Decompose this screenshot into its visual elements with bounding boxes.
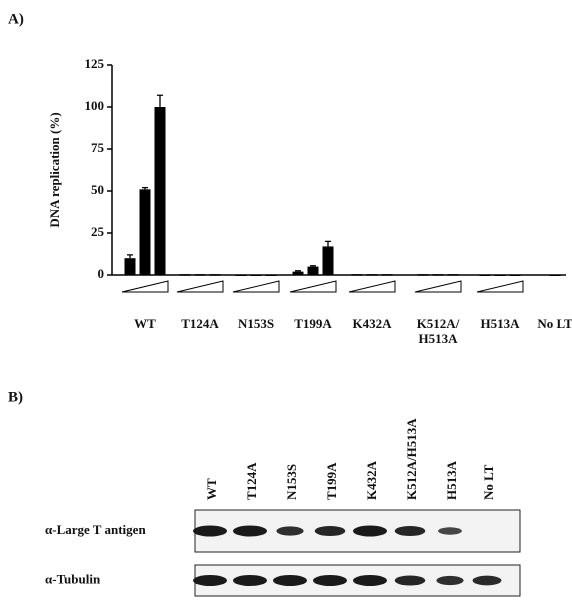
- band: [193, 525, 227, 537]
- y-tick-label: 50: [91, 182, 104, 197]
- dose-triangle: [348, 280, 396, 293]
- y-tick-label: 75: [91, 140, 105, 155]
- lane-label: K512A/H513A: [404, 418, 419, 500]
- y-tick-label: 0: [98, 266, 105, 281]
- bar: [124, 258, 136, 275]
- bar: [154, 107, 166, 275]
- x-tick-label: WT: [134, 316, 156, 331]
- panel-label: B): [8, 389, 23, 405]
- band: [394, 575, 426, 586]
- x-tick-label: T124A: [181, 316, 219, 331]
- lane-label: H513A: [444, 460, 459, 500]
- x-tick-label: No LT: [537, 316, 572, 331]
- bar: [250, 274, 262, 276]
- y-tick-label: 25: [91, 224, 105, 239]
- band: [353, 575, 387, 586]
- bar: [139, 189, 151, 275]
- band: [313, 575, 347, 586]
- error-bar: [310, 265, 316, 267]
- error-bar: [127, 254, 133, 259]
- band: [436, 575, 464, 586]
- bar: [494, 274, 506, 276]
- error-bar: [295, 270, 301, 272]
- band: [472, 575, 502, 586]
- lane-label: No LT: [481, 464, 496, 500]
- dose-triangle: [414, 280, 462, 293]
- row-label: α-Tubulin: [45, 571, 101, 586]
- bar: [194, 274, 206, 276]
- x-tick-label: H513A: [419, 331, 459, 346]
- bar: [307, 266, 319, 275]
- y-tick-label: 100: [85, 98, 105, 113]
- bar: [447, 274, 459, 276]
- x-tick-label: K512A/: [417, 316, 460, 331]
- bar: [549, 274, 561, 276]
- row-label: α-Large T antigen: [45, 522, 146, 537]
- dose-triangle: [476, 280, 524, 293]
- bar: [381, 274, 393, 276]
- error-bar: [325, 240, 331, 247]
- panel-label: A): [8, 11, 24, 27]
- band: [233, 575, 267, 586]
- bar: [235, 274, 247, 276]
- lane-label: T199A: [324, 462, 339, 500]
- band: [276, 526, 304, 536]
- dose-triangle: [121, 280, 169, 293]
- x-tick-label: K432A: [353, 316, 393, 331]
- lane-label: WT: [204, 478, 219, 500]
- bar: [351, 274, 363, 276]
- dose-triangle: [289, 280, 337, 293]
- bar: [322, 246, 334, 275]
- bar: [292, 271, 304, 275]
- band: [273, 575, 307, 586]
- lane-label: N153S: [284, 464, 299, 500]
- lane-label: K432A: [364, 460, 379, 500]
- bar: [479, 274, 491, 276]
- bar: [432, 274, 444, 276]
- band: [314, 525, 346, 537]
- x-tick-label: H513A: [481, 316, 521, 331]
- dose-triangle: [232, 280, 280, 293]
- x-tick-label: N153S: [238, 316, 274, 331]
- band: [233, 525, 267, 537]
- lane-label: T124A: [244, 462, 259, 500]
- bar: [179, 274, 191, 276]
- bar: [417, 274, 429, 276]
- error-bar: [142, 186, 148, 190]
- dose-triangle: [176, 280, 224, 293]
- y-axis-label: DNA replication (%): [47, 112, 62, 227]
- error-bar: [157, 94, 163, 107]
- band: [193, 575, 227, 586]
- band: [438, 527, 462, 535]
- band: [353, 525, 387, 537]
- bar: [366, 274, 378, 276]
- bar: [209, 274, 221, 276]
- bar: [509, 274, 521, 276]
- band: [394, 525, 426, 537]
- x-tick-label: T199A: [294, 316, 332, 331]
- y-tick-label: 125: [85, 56, 105, 71]
- bar: [265, 274, 277, 276]
